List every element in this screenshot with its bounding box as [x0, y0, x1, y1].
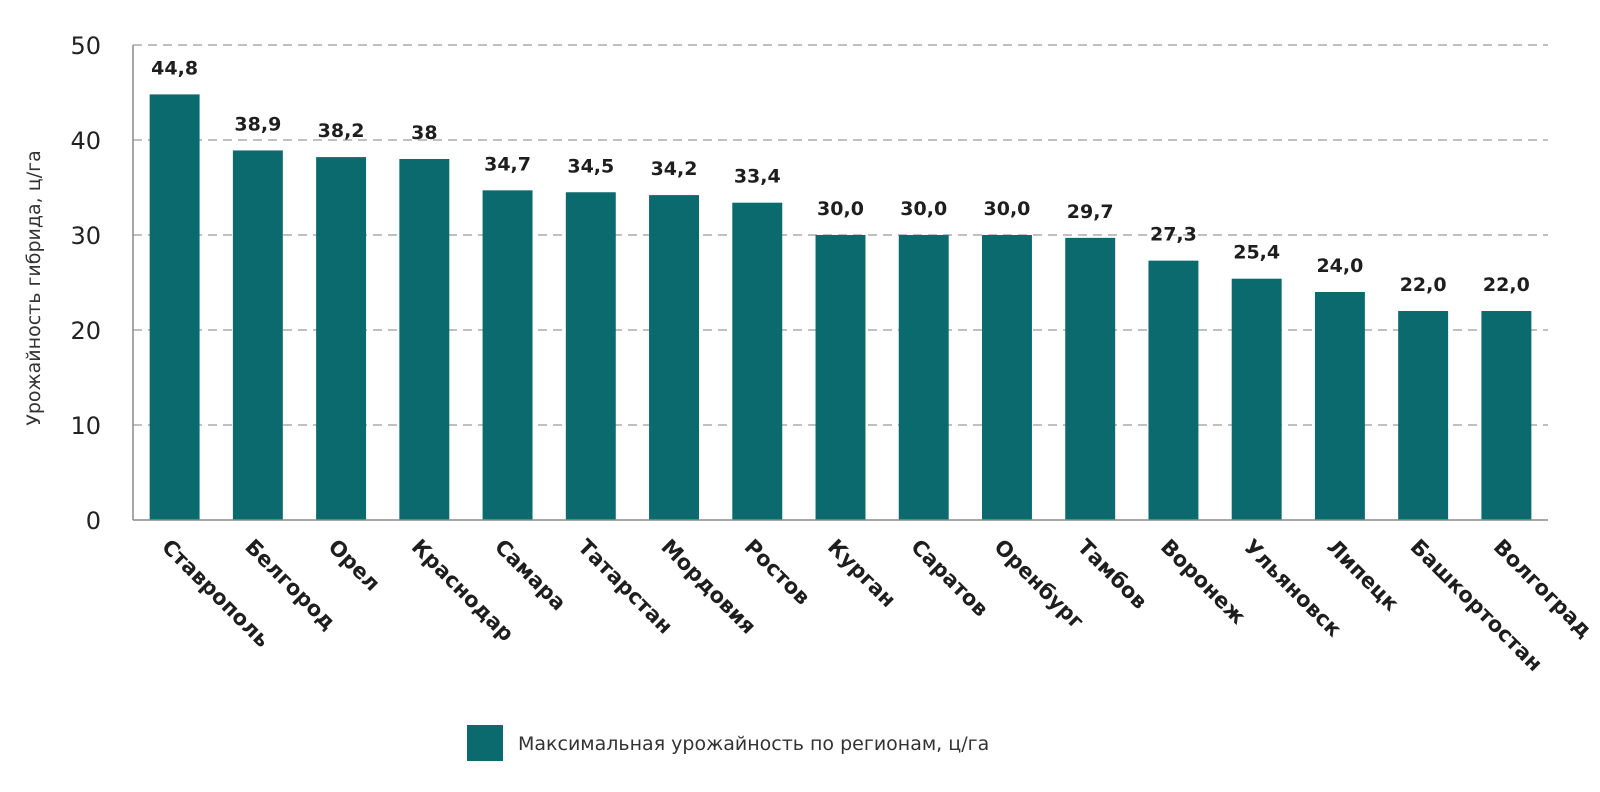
y-tick-label: 10: [70, 412, 101, 440]
y-tick-label: 40: [70, 127, 101, 155]
bar: [1398, 311, 1449, 520]
data-label: 34,7: [484, 153, 531, 175]
data-label: 38,9: [234, 113, 281, 135]
y-tick-label: 30: [70, 222, 101, 250]
y-tick-label: 20: [70, 317, 101, 345]
data-label: 38: [411, 122, 437, 144]
bar: [316, 157, 367, 520]
bar: [1231, 278, 1282, 520]
x-category-label: Липецк: [1322, 535, 1403, 616]
data-label: 25,4: [1233, 242, 1280, 264]
bar: [565, 192, 616, 520]
x-category-label: Воронеж: [1156, 535, 1251, 630]
bar: [232, 150, 283, 520]
bar: [649, 195, 699, 520]
legend-label: Максимальная урожайность по регионам, ц/…: [518, 733, 989, 755]
data-label: 29,7: [1067, 201, 1114, 223]
y-tick-label: 50: [70, 32, 101, 60]
x-category-label: Курган: [823, 535, 900, 612]
data-label: 33,4: [734, 166, 781, 188]
data-label: 38,2: [318, 120, 365, 142]
y-tick-label: 0: [86, 507, 101, 535]
bar: [399, 159, 450, 520]
data-label: 22,0: [1483, 274, 1530, 296]
y-axis-label: Урожайность гибрида, ц/га: [23, 150, 45, 425]
bars: [149, 94, 1532, 521]
data-label: 27,3: [1150, 224, 1197, 246]
bar: [1481, 311, 1532, 520]
x-category-label: Ростов: [740, 535, 815, 610]
y-axis-ticks: 0 10 20 30 40 50: [70, 32, 101, 535]
bar: [815, 235, 866, 520]
bar: [1065, 237, 1116, 520]
data-label: 34,2: [651, 158, 698, 180]
x-category-label: Саратов: [906, 535, 993, 622]
legend-swatch: [467, 725, 503, 761]
x-category-label: Орел: [324, 535, 385, 596]
data-label: 34,5: [567, 155, 614, 177]
bar: [1314, 292, 1365, 520]
data-label: 30,0: [817, 198, 864, 220]
x-category-label: Самара: [490, 535, 571, 616]
bar: [982, 235, 1032, 520]
data-label: 44,8: [151, 57, 198, 79]
x-category-label: Тамбов: [1073, 535, 1152, 614]
bar: [482, 190, 533, 520]
bar: [149, 94, 200, 521]
data-label: 24,0: [1316, 255, 1363, 277]
bar: [1148, 260, 1199, 520]
data-label: 30,0: [984, 198, 1031, 220]
data-label: 22,0: [1400, 274, 1447, 296]
data-label: 30,0: [900, 198, 947, 220]
bar: [898, 235, 949, 520]
legend: Максимальная урожайность по регионам, ц/…: [467, 725, 989, 761]
data-labels: 44,8 38,9 38,2 38 34,7 34,5 34,2 33,4 30,0 30,0 30…: [151, 57, 1530, 296]
bar: [732, 202, 783, 520]
